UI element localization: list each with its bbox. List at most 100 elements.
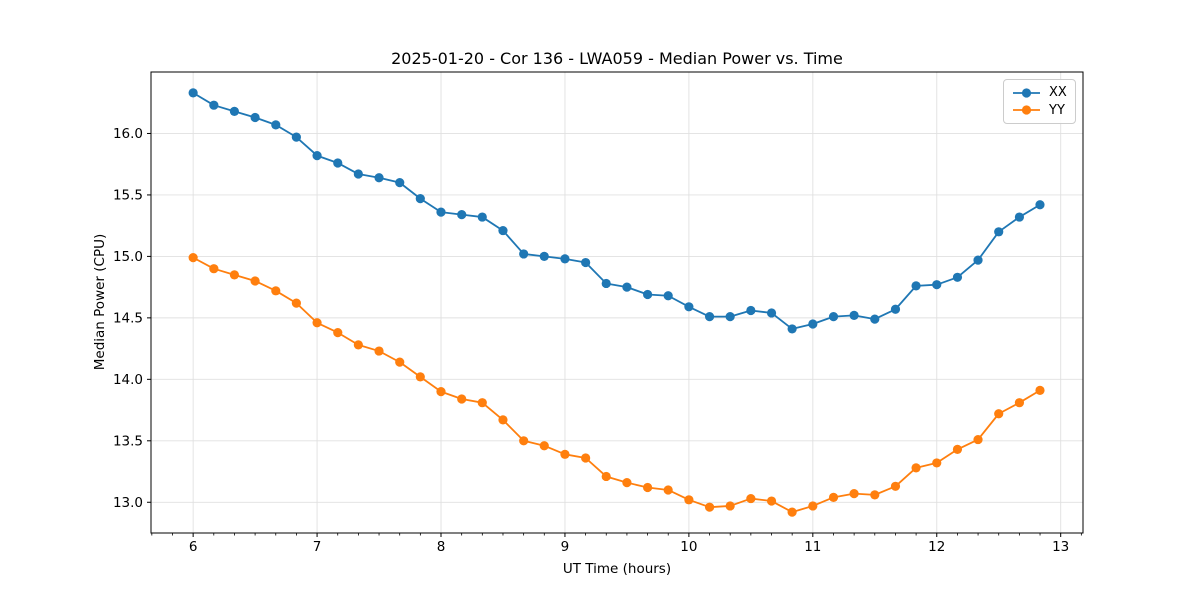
data-point-xx <box>250 112 260 123</box>
data-point-yy <box>787 507 797 517</box>
data-point-xx <box>229 106 240 116</box>
data-point-xx <box>746 305 756 316</box>
series-line-yy <box>192 256 1041 513</box>
data-point-yy <box>994 409 1004 419</box>
data-point-yy <box>684 495 694 505</box>
data-point-xx <box>436 207 446 217</box>
data-point-yy <box>1035 385 1045 395</box>
data-point-yy <box>250 276 260 286</box>
data-point-yy <box>725 501 735 511</box>
data-point-yy <box>890 481 901 491</box>
data-point-yy <box>1014 398 1025 408</box>
y-tick-label: 15.0 <box>113 249 143 265</box>
data-point-xx <box>973 255 983 265</box>
data-point-yy <box>828 492 839 502</box>
x-axis-label: UT Time (hours) <box>562 561 672 577</box>
data-point-xx <box>539 251 549 261</box>
data-point-xx <box>1035 200 1045 210</box>
legend-item-xx: XX <box>1012 86 1067 99</box>
data-point-xx <box>911 281 921 291</box>
data-point-xx <box>725 312 735 322</box>
data-point-yy <box>643 482 653 493</box>
x-tick-label: 13 <box>1052 539 1069 555</box>
data-point-yy <box>477 398 487 408</box>
data-point-xx <box>1014 212 1025 222</box>
data-point-xx <box>519 249 529 259</box>
data-point-yy <box>932 458 942 468</box>
data-point-xx <box>477 212 487 222</box>
legend-label-xx: XX <box>1049 85 1067 101</box>
y-tick-label: 13.0 <box>113 495 143 511</box>
data-point-xx <box>415 194 425 204</box>
data-point-xx <box>828 312 839 322</box>
data-point-yy <box>312 318 322 328</box>
data-point-xx <box>353 169 363 179</box>
data-point-yy <box>808 501 818 511</box>
chart-title: 2025-01-20 - Cor 136 - LWA059 - Median P… <box>391 49 843 68</box>
data-point-yy <box>229 270 240 280</box>
data-point-yy <box>973 434 983 445</box>
data-point-xx <box>498 225 508 236</box>
y-tick-label: 14.5 <box>113 310 143 326</box>
data-point-xx <box>333 158 343 168</box>
data-point-yy <box>581 453 591 463</box>
data-point-xx <box>890 304 901 314</box>
data-point-xx <box>787 324 797 334</box>
data-point-xx <box>457 210 467 220</box>
legend-line-marker-yy <box>1013 105 1040 115</box>
data-point-yy <box>704 502 715 512</box>
data-point-xx <box>601 278 611 289</box>
y-tick-label: 15.5 <box>113 187 143 203</box>
data-point-yy <box>746 493 756 504</box>
x-tick-label: 12 <box>928 539 945 555</box>
data-point-xx <box>271 120 281 130</box>
plot-spines <box>150 71 1084 534</box>
data-point-xx <box>704 312 715 322</box>
data-point-xx <box>849 310 859 321</box>
data-point-yy <box>622 478 632 488</box>
y-tick-label: 14.0 <box>113 372 143 388</box>
data-point-xx <box>622 282 632 292</box>
x-tick-label: 10 <box>680 539 697 555</box>
data-point-yy <box>849 489 859 499</box>
data-point-yy <box>271 286 281 296</box>
data-point-yy <box>209 264 219 274</box>
legend-label-yy: YY <box>1049 102 1065 118</box>
data-point-yy <box>498 415 508 425</box>
data-point-xx <box>643 289 653 300</box>
data-point-yy <box>374 346 384 356</box>
data-point-yy <box>291 298 301 308</box>
data-point-yy <box>457 394 467 404</box>
data-point-xx <box>581 257 591 268</box>
data-point-xx <box>663 291 673 301</box>
x-tick-label: 8 <box>437 539 446 555</box>
data-point-xx <box>932 280 942 290</box>
data-point-yy <box>766 496 777 506</box>
data-point-yy <box>539 441 549 451</box>
data-point-xx <box>395 178 405 188</box>
data-point-xx <box>291 132 301 142</box>
data-point-xx <box>766 308 777 318</box>
x-tick-label: 11 <box>804 539 821 555</box>
data-point-yy <box>560 449 570 459</box>
data-point-xx <box>994 227 1004 237</box>
data-point-xx <box>312 150 322 161</box>
data-point-xx <box>870 314 880 324</box>
x-tick-label: 7 <box>313 539 322 555</box>
data-point-yy <box>395 357 405 367</box>
data-point-xx <box>952 272 963 282</box>
x-tick-label: 9 <box>561 539 570 555</box>
data-point-yy <box>188 253 198 263</box>
data-point-yy <box>415 372 425 382</box>
data-point-xx <box>209 100 219 110</box>
y-tick-label: 16.0 <box>113 126 143 142</box>
data-point-yy <box>333 328 343 338</box>
data-point-xx <box>374 173 384 183</box>
data-point-yy <box>436 387 446 397</box>
data-point-xx <box>188 88 198 98</box>
data-point-yy <box>911 463 921 473</box>
series-line-xx <box>192 92 1041 330</box>
data-point-yy <box>952 444 963 455</box>
